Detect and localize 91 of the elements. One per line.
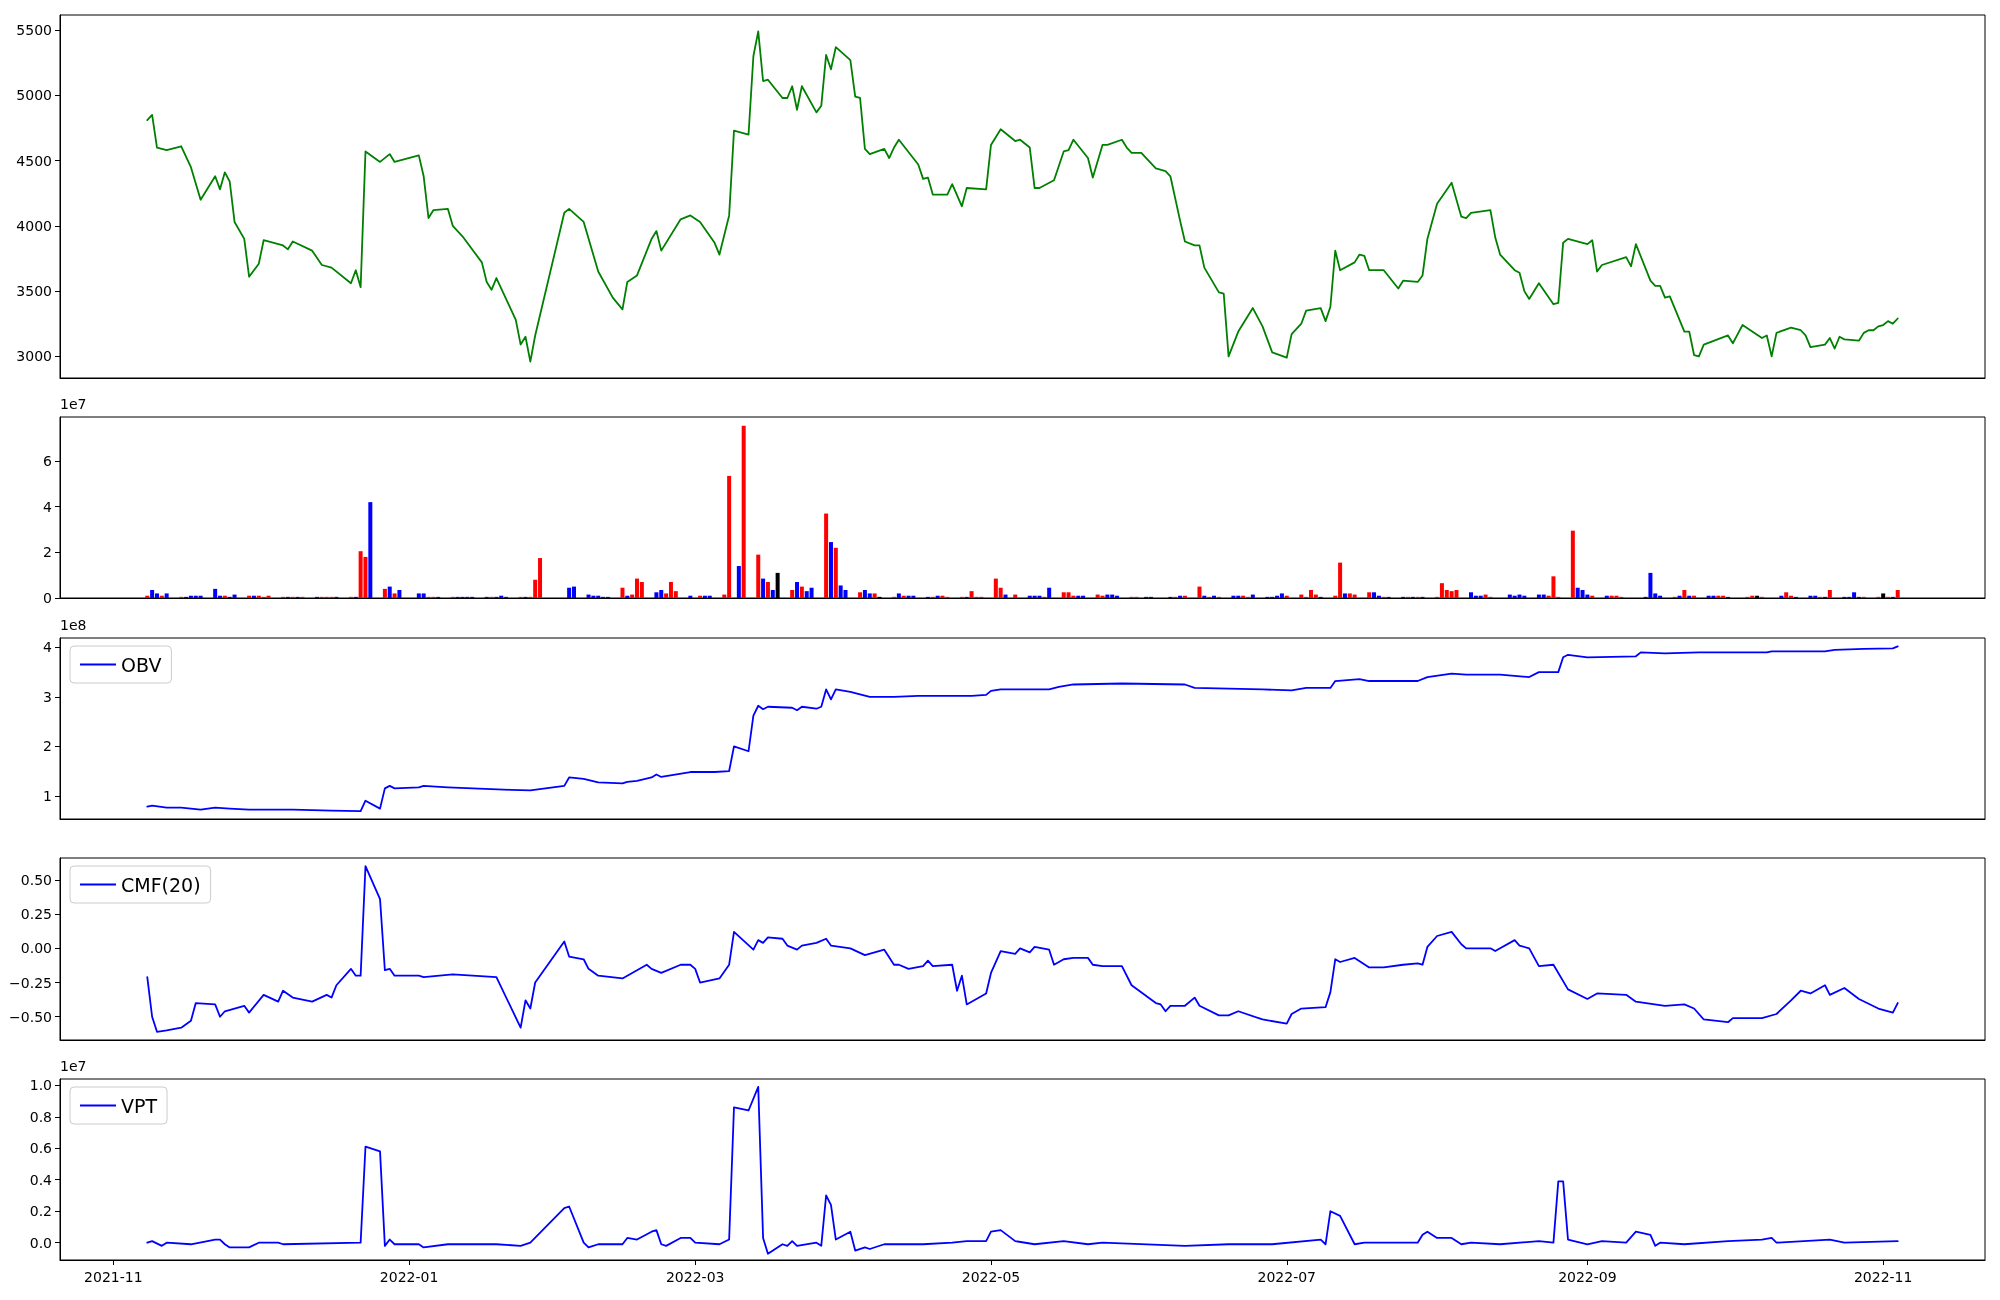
text: 1e7 [60,396,87,412]
bar [1066,592,1071,598]
bar [1372,592,1377,598]
bar [756,554,761,598]
bar [1454,590,1459,598]
bar [969,591,974,598]
bar [833,547,838,598]
y-tick-label: −0.25 [9,974,52,991]
y-tick-label: 0.50 [20,871,52,888]
bar [1279,593,1284,598]
x-tick-label: 2021-11 [84,1269,143,1285]
text: 1e8 [60,617,87,633]
bar [1197,586,1202,598]
bar [1367,592,1372,598]
y-tick-label: 4 [43,498,53,515]
bar [1469,592,1474,598]
bar [1342,593,1347,598]
bar [154,593,159,598]
x-tick-label: 2022-05 [961,1269,1021,1285]
legend-label: OBV [121,653,162,676]
x-tick-label: 2022-09 [1558,1269,1617,1285]
bar [858,592,863,598]
y-tick-label: 1.0 [29,1077,52,1094]
bar [828,542,833,598]
legend-label: VPT [121,1094,158,1117]
line-series [146,30,1899,363]
bar [567,587,572,598]
bar [421,593,426,598]
y-tick-label: 4000 [16,217,52,234]
bar [358,551,363,598]
bar [1784,592,1789,598]
bar [387,586,392,598]
bar [382,588,387,598]
bar [397,590,402,598]
bar [1682,590,1687,598]
bar [1580,590,1585,598]
y-tick-label: 0.6 [29,1140,53,1157]
x-tick-label: 2022-01 [379,1269,439,1285]
y-tick-label: 6 [43,453,53,470]
bar [824,513,829,598]
bar [872,593,877,598]
legend-label: CMF(20) [121,873,201,896]
bar [639,582,644,598]
y-tick-label: 2 [43,738,52,755]
bar [164,593,169,598]
bar [761,578,766,598]
y-tick-label: 5500 [16,22,52,39]
bar [795,582,800,598]
y-tick-label: 4 [43,639,53,656]
bar [654,592,659,598]
bar [736,566,741,598]
bar [1895,590,1900,598]
text: 1e7 [60,1058,87,1074]
y-tick-label: 3 [43,688,52,705]
y-tick-label: 5000 [16,87,52,104]
bar [213,588,218,598]
bar [368,502,373,598]
y-tick-label: 4500 [16,152,52,169]
bar [571,586,576,598]
bar [896,593,901,598]
y-tick-label: 1 [43,787,52,804]
bar [1570,530,1575,598]
y-tick-label: 0.25 [20,906,52,923]
bar [799,586,804,598]
x-tick-label: 2022-07 [1257,1269,1317,1285]
bar [1648,572,1653,598]
bar [1827,590,1832,598]
y-tick-label: 0.0 [29,1234,52,1251]
bar [741,425,746,598]
y-tick-label: 3500 [16,283,52,300]
bar [620,587,625,598]
y-tick-label: 2 [43,544,52,561]
y-tick-label: 3000 [16,348,52,365]
bar [770,590,775,598]
y-tick-label: 0.8 [29,1108,52,1125]
y-tick-label: 0.00 [20,940,52,957]
bar [1551,576,1556,598]
bar [150,590,155,598]
bar [392,593,397,598]
bar [790,590,795,598]
bar [867,593,872,598]
y-tick-label: 0.4 [29,1171,53,1188]
bar [809,587,814,598]
y-tick-label: 0 [43,590,52,606]
y-tick-label: −0.50 [9,1008,52,1025]
bar [1047,587,1052,598]
y-tick-label: 0.2 [29,1203,52,1220]
bar [765,582,770,598]
bar [1449,591,1454,598]
x-tick-label: 2022-11 [1853,1269,1913,1285]
x-tick-label: 2022-03 [665,1269,725,1285]
